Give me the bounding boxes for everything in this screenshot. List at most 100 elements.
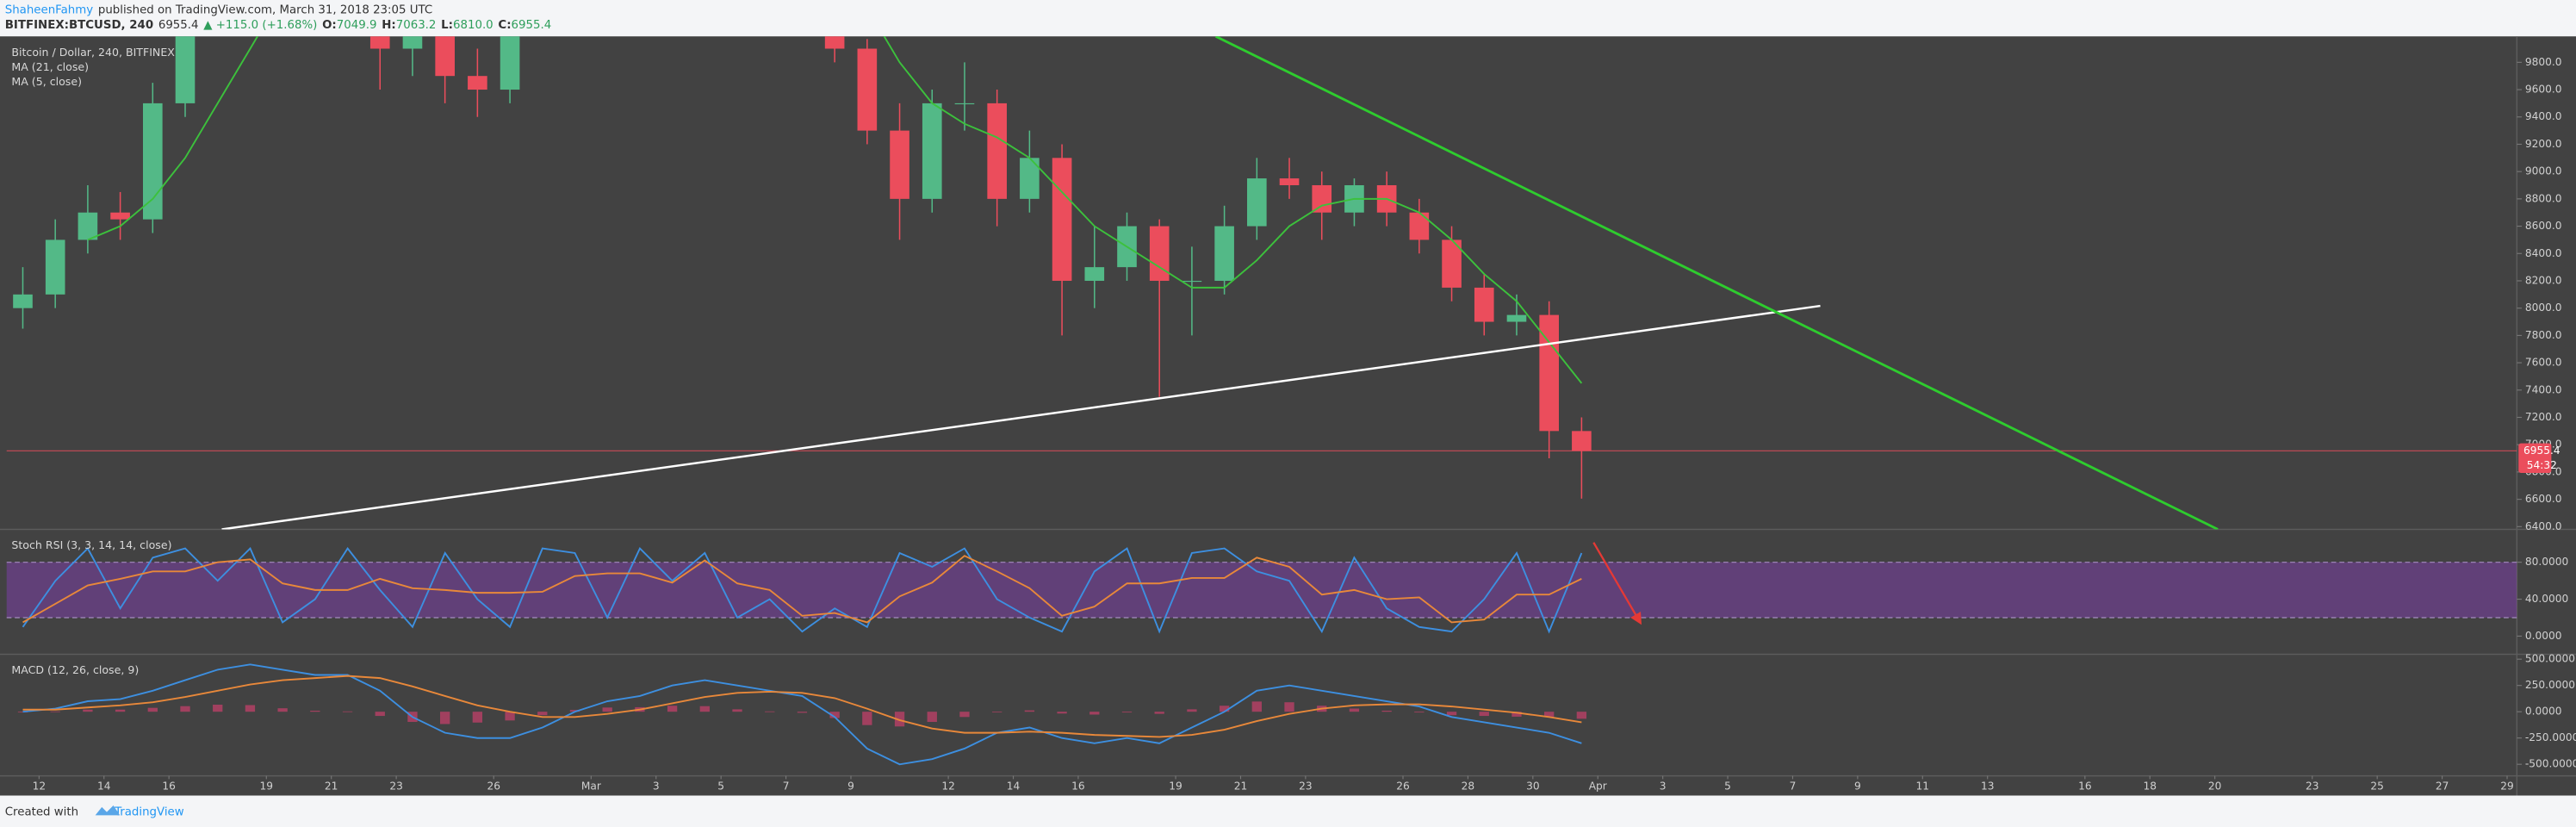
symbol: BITFINEX:BTCUSD, 240 (5, 19, 153, 32)
high: 7063.2 (396, 19, 437, 32)
candle-body (369, 36, 390, 49)
candle-body (142, 103, 163, 220)
histogram-bar (505, 712, 515, 721)
published: published on TradingView.com, March 31, … (98, 4, 432, 17)
candle-body (13, 294, 33, 308)
h-label: H: (382, 19, 396, 32)
histogram-bar (1511, 712, 1522, 717)
x-tick-label: 20 (2208, 780, 2222, 793)
y-tick-label: 6400.0 (2525, 520, 2562, 532)
x-tick-label: 30 (1526, 780, 1540, 793)
y-tick-label: 500.0000 (2525, 653, 2575, 665)
histogram-bar (1446, 712, 1457, 716)
candle-body (890, 130, 909, 199)
candle-body (1214, 226, 1234, 281)
header-line: ShaheenFahmy published on TradingView.com… (5, 4, 433, 17)
candle-body (1442, 239, 1462, 288)
change: ▲ +115.0 (+1.68%) (203, 19, 317, 32)
candle-body (922, 103, 942, 199)
series-line (22, 675, 1582, 738)
candle-body (1279, 178, 1300, 186)
x-tick-label: 5 (717, 780, 724, 793)
legend-entry: MA (5, close) (11, 75, 82, 88)
footer-text: Created with (5, 806, 78, 819)
y-tick-label: 40.0000 (2525, 593, 2568, 605)
y-tick-label: 8400.0 (2525, 247, 2562, 259)
drawings (221, 36, 2219, 530)
histogram-bar (1284, 702, 1294, 712)
candle-body (987, 103, 1007, 199)
countdown: 54:32 (2527, 459, 2557, 471)
histogram-bar (667, 706, 678, 712)
y-tick-label: 7800.0 (2525, 329, 2562, 341)
x-tick-label: 23 (1299, 780, 1313, 793)
price: 6955.4 (158, 19, 199, 32)
plot-layer: Bitcoin / Dollar, 240, BITFINEX 6400.0 660… (6, 36, 2576, 793)
y-tick-label: 8200.0 (2525, 274, 2562, 286)
histogram-bar (959, 712, 970, 718)
histogram-bar (83, 709, 93, 712)
x-tick-label: 12 (941, 780, 955, 793)
x-tick-label: 9 (847, 780, 854, 793)
candle-body (402, 36, 423, 49)
y-tick-label: 250.0000 (2525, 679, 2575, 691)
y-tick-label: -500.0000 (2525, 758, 2576, 770)
candle-body (1247, 178, 1267, 227)
x-tick-label: 14 (97, 780, 111, 793)
last-price-label: 6955.4 (2523, 445, 2560, 457)
y-tick-label: 9200.0 (2525, 138, 2562, 150)
c-label: C: (498, 19, 511, 32)
pane (6, 36, 2517, 499)
candle-body (78, 212, 98, 240)
symbol-line: BITFINEX:BTCUSD, 240 6955.4 ▲ +115.0 (+1.6… (5, 19, 552, 32)
histogram-bar (472, 712, 483, 723)
y-tick-label: 9000.0 (2525, 165, 2562, 177)
histogram-bar (1024, 710, 1035, 712)
histogram-bar (927, 712, 937, 723)
x-tick-label: 26 (487, 780, 500, 793)
last-price-box (2518, 443, 2552, 474)
histogram-bar (699, 706, 710, 712)
series-line (22, 555, 1582, 624)
candle-body (175, 36, 196, 103)
histogram-bar (147, 707, 158, 712)
x-tick-label: 21 (1234, 780, 1248, 793)
histogram-bar (180, 706, 190, 712)
candle-body (110, 212, 130, 220)
histogram-bar (1219, 706, 1230, 712)
histogram-bar (569, 710, 580, 712)
histogram-bar (602, 707, 612, 712)
brand-logo (95, 805, 121, 816)
chart-bg (0, 36, 2576, 796)
candle-body (1084, 267, 1105, 281)
candle-body (1020, 158, 1040, 199)
x-tick-label: 13 (1981, 780, 1995, 793)
histogram-bar (829, 712, 840, 718)
pane (6, 546, 2517, 634)
pane-title: Bitcoin / Dollar, 240, BITFINEX (11, 46, 175, 59)
candle-body (435, 36, 455, 77)
y-tick-label: 6600.0 (2525, 493, 2562, 505)
arrow-annotation (1592, 542, 1642, 625)
author-link[interactable]: ShaheenFahmy (5, 4, 94, 17)
y-tick-label: 0.0000 (2525, 630, 2562, 642)
x-tick-label: Mar (581, 780, 602, 793)
histogram-bar (440, 712, 450, 724)
histogram-bar (1089, 712, 1100, 715)
trendline (1214, 36, 2219, 530)
histogram-bar (1251, 701, 1262, 712)
histogram-bar (862, 712, 872, 725)
candle-body (954, 103, 975, 105)
brand-link[interactable]: TradingView (114, 806, 184, 819)
x-tick-label: 21 (325, 780, 338, 793)
y-tick-label: 9400.0 (2525, 110, 2562, 122)
candle-body (1312, 185, 1332, 213)
x-tick-label: 27 (2436, 780, 2449, 793)
candle-body (1474, 287, 1494, 322)
y-tick-label: 8800.0 (2525, 192, 2562, 204)
candle-body (1572, 431, 1592, 451)
histogram-bar (1479, 712, 1489, 717)
band (6, 562, 2517, 618)
